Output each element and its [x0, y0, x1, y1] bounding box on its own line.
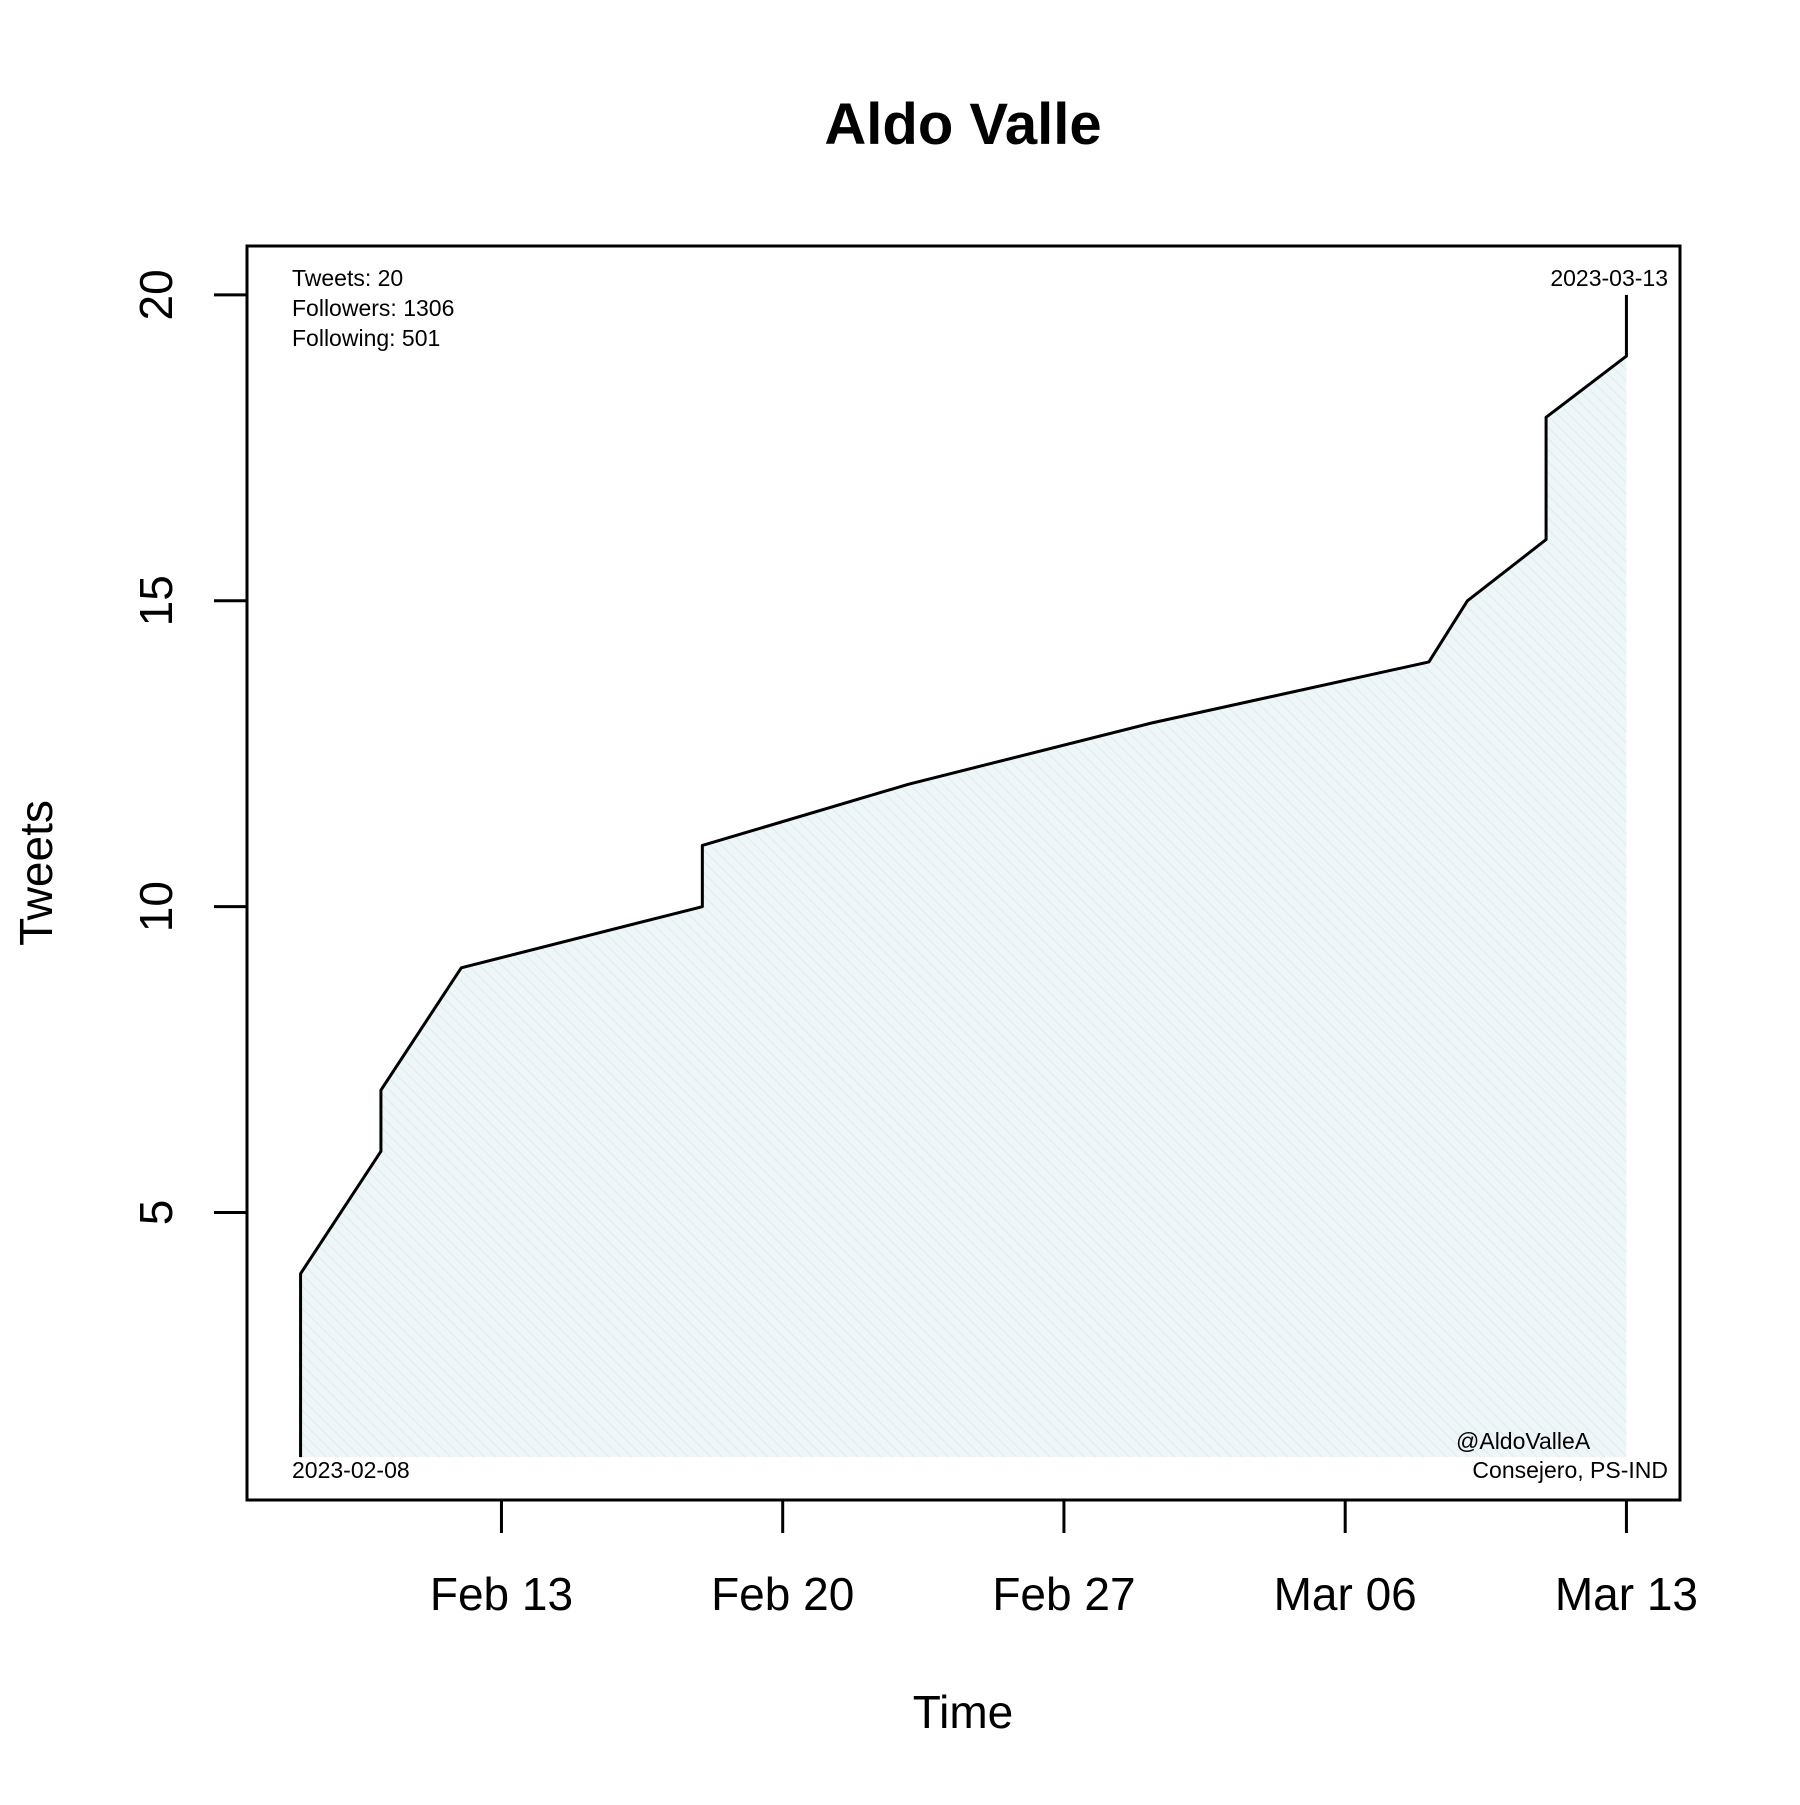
x-tick-label: Feb 20 [711, 1568, 854, 1620]
y-tick-label: 5 [130, 1200, 182, 1226]
x-tick-label: Mar 13 [1555, 1568, 1698, 1620]
handle-label: @AldoValleA [1456, 1428, 1591, 1454]
y-axis-label: Tweets [10, 800, 62, 946]
x-tick-label: Feb 13 [430, 1568, 573, 1620]
y-tick-label: 15 [130, 575, 182, 626]
area-fill [301, 295, 1627, 1457]
start-date-label: 2023-02-08 [292, 1457, 410, 1483]
role-label: Consejero, PS-IND [1472, 1457, 1668, 1483]
x-tick-label: Mar 06 [1274, 1568, 1417, 1620]
y-axis: 5 10 15 20 [130, 269, 247, 1225]
end-date-label: 2023-03-13 [1550, 265, 1668, 291]
chart-title: Aldo Valle [824, 92, 1101, 157]
y-tick-label: 10 [130, 881, 182, 932]
tweets-count-text: Tweets: 20 [292, 265, 403, 291]
y-tick-label: 20 [130, 269, 182, 320]
x-axis: Feb 13 Feb 20 Feb 27 Mar 06 Mar 13 [430, 1500, 1698, 1620]
area-layer [300, 295, 1626, 1457]
x-tick-label: Feb 27 [992, 1568, 1135, 1620]
following-count-text: Following: 501 [292, 325, 440, 351]
x-axis-label: Time [913, 1686, 1014, 1738]
followers-count-text: Followers: 1306 [292, 295, 454, 321]
